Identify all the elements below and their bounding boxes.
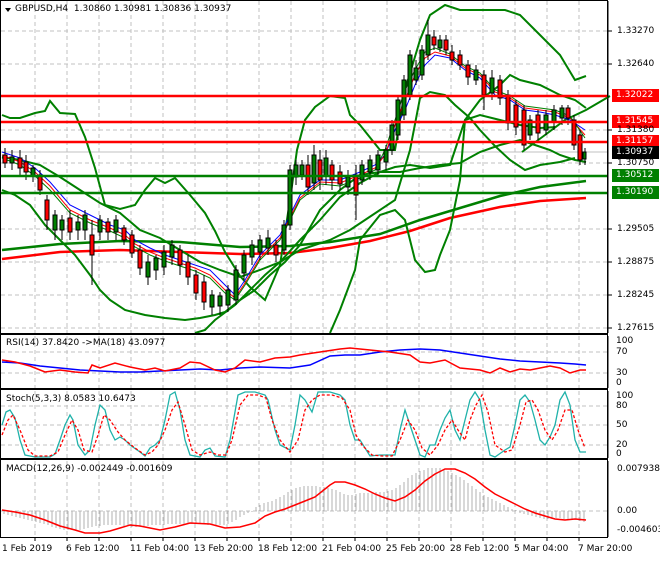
macd-tick: -0.004603 bbox=[617, 525, 660, 535]
stoch-panel[interactable] bbox=[1, 390, 607, 458]
price-tick: 1.28875 bbox=[617, 257, 655, 267]
price-tick: 1.31380 bbox=[617, 125, 655, 135]
time-label: 11 Feb 04:00 bbox=[130, 544, 190, 554]
symbol-timeframe: GBPUSD,H4 bbox=[15, 4, 69, 14]
resistance-label-2: 1.31545 bbox=[616, 116, 654, 126]
price-tick: 1.32640 bbox=[617, 59, 655, 69]
chart-header: GBPUSD,H4 1.30860 1.30981 1.30836 1.3093… bbox=[15, 4, 231, 14]
time-label: 7 Mar 20:00 bbox=[578, 544, 633, 554]
time-label: 6 Feb 12:00 bbox=[66, 544, 120, 554]
rsi-label: RSI(14) 37.8420 ->MA(18) 43.0977 bbox=[6, 338, 166, 348]
price-tick: 1.27615 bbox=[617, 323, 655, 333]
main-price-panel[interactable] bbox=[1, 1, 611, 334]
current-price-label: 1.30937 bbox=[616, 147, 654, 157]
support-label-2: 1.30190 bbox=[616, 187, 654, 197]
time-label: 1 Feb 2019 bbox=[2, 544, 53, 554]
stoch-tick: 100 bbox=[616, 391, 634, 401]
stoch-tick: 0 bbox=[616, 449, 622, 459]
time-label: 13 Feb 20:00 bbox=[194, 544, 254, 554]
macd-tick: 0.007938 bbox=[617, 464, 660, 474]
rsi-tick: 0 bbox=[616, 378, 622, 388]
macd-panel[interactable] bbox=[1, 461, 607, 537]
price-tick: 1.30750 bbox=[617, 158, 655, 168]
stoch-label: Stoch(5,3,3) 8.0583 10.6473 bbox=[6, 394, 136, 404]
rsi-tick: 70 bbox=[616, 347, 628, 357]
stoch-tick: 80 bbox=[616, 401, 628, 411]
stoch-tick: 20 bbox=[616, 440, 628, 450]
time-label: 25 Feb 20:00 bbox=[386, 544, 446, 554]
support-label-1: 1.30512 bbox=[616, 170, 654, 180]
time-label: 21 Feb 04:00 bbox=[322, 544, 382, 554]
rsi-tick: 30 bbox=[616, 368, 628, 378]
price-tick: 1.33270 bbox=[617, 26, 655, 36]
rsi-panel[interactable] bbox=[1, 336, 607, 388]
time-label: 28 Feb 12:00 bbox=[450, 544, 510, 554]
price-tick: 1.28245 bbox=[617, 290, 655, 300]
price-tick: 1.29505 bbox=[617, 224, 655, 234]
rsi-tick: 100 bbox=[616, 336, 634, 346]
main-price-axis bbox=[607, 1, 612, 333]
macd-label: MACD(12,26,9) -0.002449 -0.001609 bbox=[6, 464, 173, 474]
resistance-label-3: 1.31157 bbox=[616, 136, 654, 146]
resistance-label-1: 1.32022 bbox=[616, 90, 654, 100]
stoch-tick: 50 bbox=[616, 420, 628, 430]
ohlc-values: 1.30860 1.30981 1.30836 1.30937 bbox=[73, 4, 232, 14]
time-label: 5 Mar 04:00 bbox=[514, 544, 569, 554]
macd-tick: 0.00 bbox=[617, 506, 638, 516]
dropdown-triangle-icon[interactable] bbox=[5, 8, 11, 12]
time-label: 18 Feb 12:00 bbox=[258, 544, 318, 554]
time-axis bbox=[34, 537, 580, 541]
